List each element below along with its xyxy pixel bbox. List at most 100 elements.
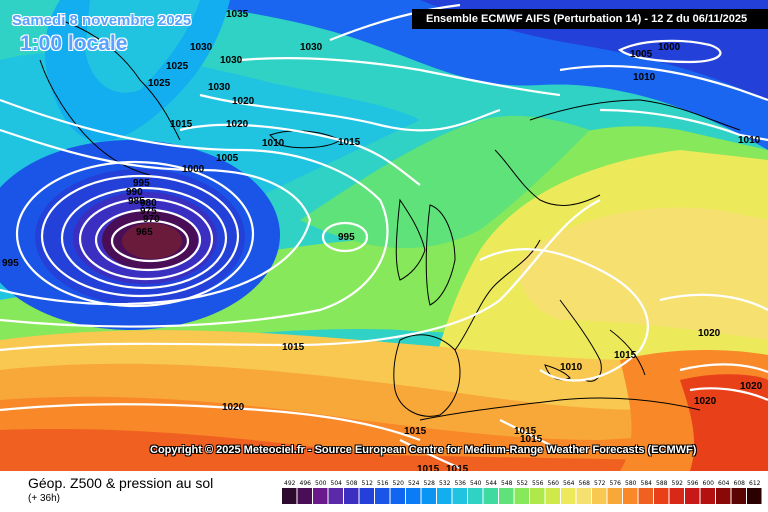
- isobar-label: 1015: [417, 464, 440, 471]
- isobar-label: 995: [338, 232, 355, 243]
- isobar-label: 1000: [182, 164, 205, 175]
- scale-color-swatch: [344, 488, 359, 504]
- scale-tick-label: 552: [517, 480, 529, 487]
- scale-tick-label: 496: [300, 480, 312, 487]
- scale-tick-label: 516: [377, 480, 389, 487]
- scale-tick-label: 588: [656, 480, 668, 487]
- legend-subtitle: (+ 36h): [28, 493, 60, 504]
- scale-color-swatch: [545, 488, 560, 504]
- scale-color-swatch: [406, 488, 421, 504]
- scale-color-swatch: [638, 488, 653, 504]
- scale-color-swatch: [297, 488, 312, 504]
- isobar-label: 1015: [520, 434, 543, 445]
- scale-color-swatch: [623, 488, 638, 504]
- isobar-label: 980: [140, 198, 157, 209]
- scale-tick-label: 600: [703, 480, 715, 487]
- scale-color-swatch: [359, 488, 374, 504]
- scale-color-swatch: [514, 488, 529, 504]
- isobar-label: 1030: [208, 82, 231, 93]
- scale-color-swatch: [483, 488, 498, 504]
- scale-color-swatch: [375, 488, 390, 504]
- isobar-label: 1015: [338, 137, 361, 148]
- isobar-label: 1010: [633, 72, 656, 83]
- isobar-label: 1005: [630, 49, 653, 60]
- isobar-label: 1010: [738, 135, 761, 146]
- z500-color-field: [0, 0, 768, 471]
- scale-color-swatch: [669, 488, 684, 504]
- scale-color-swatch: [437, 488, 452, 504]
- scale-tick-label: 592: [672, 480, 684, 487]
- isobar-label: 1015: [282, 342, 305, 353]
- scale-tick-label: 556: [532, 480, 544, 487]
- isobar-labels: 1035 1030 1030 1030 1025 1030 1025 1020 …: [2, 9, 763, 471]
- scale-color-swatch: [561, 488, 576, 504]
- isobar-label: 1030: [190, 42, 213, 53]
- scale-tick-label: 572: [594, 480, 606, 487]
- copyright-notice: Copyright © 2025 Meteociel.fr - Source E…: [150, 444, 697, 456]
- isobar-label: 1020: [698, 328, 721, 339]
- scale-tick-label: 580: [625, 480, 637, 487]
- scale-tick-label: 512: [362, 480, 374, 487]
- isobar-label: 1020: [694, 396, 717, 407]
- scale-color-swatch: [421, 488, 436, 504]
- isobar-label: 995: [133, 178, 150, 189]
- isobar-label: 995: [2, 258, 19, 269]
- scale-color-swatch: [499, 488, 514, 504]
- isobar-label: 1025: [148, 78, 171, 89]
- scale-color-swatch: [452, 488, 467, 504]
- isobar-label: 1010: [262, 138, 285, 149]
- scale-color-swatch: [700, 488, 715, 504]
- scale-tick-label: 612: [749, 480, 761, 487]
- scale-color-swatch: [592, 488, 607, 504]
- isobar-label: 1015: [446, 464, 469, 471]
- scale-color-swatch: [468, 488, 483, 504]
- isobar-label: 1030: [220, 55, 243, 66]
- isobar-label: 1010: [560, 362, 583, 373]
- scale-tick-label: 564: [563, 480, 575, 487]
- scale-tick-label: 576: [610, 480, 622, 487]
- scale-color-swatch: [328, 488, 343, 504]
- scale-color-swatch: [313, 488, 328, 504]
- scale-tick-label: 544: [486, 480, 498, 487]
- scale-color-swatch: [716, 488, 731, 504]
- isobar-label: 1020: [232, 96, 255, 107]
- scale-color-swatch: [747, 488, 762, 504]
- isobar-label: 1015: [614, 350, 637, 361]
- isobar-label: 1025: [166, 61, 189, 72]
- isobar-label: 990: [126, 187, 143, 198]
- scale-tick-label: 492: [284, 480, 296, 487]
- isobar-label: 985: [128, 196, 145, 207]
- scale-color-swatch: [607, 488, 622, 504]
- isobar-label: 1005: [216, 153, 239, 164]
- scale-tick-label: 568: [579, 480, 591, 487]
- scale-color-swatch: [576, 488, 591, 504]
- scale-color-swatch: [530, 488, 545, 504]
- scale-tick-label: 524: [408, 480, 420, 487]
- scale-color-swatch: [685, 488, 700, 504]
- scale-tick-label: 596: [687, 480, 699, 487]
- isobar-label: 975: [140, 206, 157, 217]
- scale-color-swatch: [390, 488, 405, 504]
- color-scale: 492 496 500 504 508 512 516 520 524 528 532 536 540 5…: [282, 480, 762, 504]
- scale-tick-label: 528: [424, 480, 436, 487]
- scale-tick-label: 532: [439, 480, 451, 487]
- scale-tick-label: 584: [641, 480, 653, 487]
- forecast-time-title: 1:00 locale: [20, 32, 128, 55]
- isobar-label: 1015: [404, 426, 427, 437]
- scale-color-swatch: [282, 488, 297, 504]
- isobar-label: 1000: [658, 42, 681, 53]
- scale-tick-label: 500: [315, 480, 327, 487]
- legend-title: Géop. Z500 & pression au sol: [28, 475, 214, 491]
- isobar-lines: [0, 3, 768, 470]
- scale-tick-label: 548: [501, 480, 513, 487]
- forecast-date-title: Samedi 8 novembre 2025: [12, 12, 192, 29]
- scale-color-swatch: [654, 488, 669, 504]
- isobar-label: 1020: [222, 402, 245, 413]
- scale-tick-label: 536: [455, 480, 467, 487]
- model-run-banner: Ensemble ECMWF AIFS (Perturbation 14) - …: [412, 9, 768, 29]
- weather-map: 1035 1030 1030 1030 1025 1030 1025 1020 …: [0, 0, 768, 471]
- scale-tick-label: 508: [346, 480, 358, 487]
- isobar-label: 965: [136, 227, 153, 238]
- isobar-label: 1015: [514, 426, 537, 437]
